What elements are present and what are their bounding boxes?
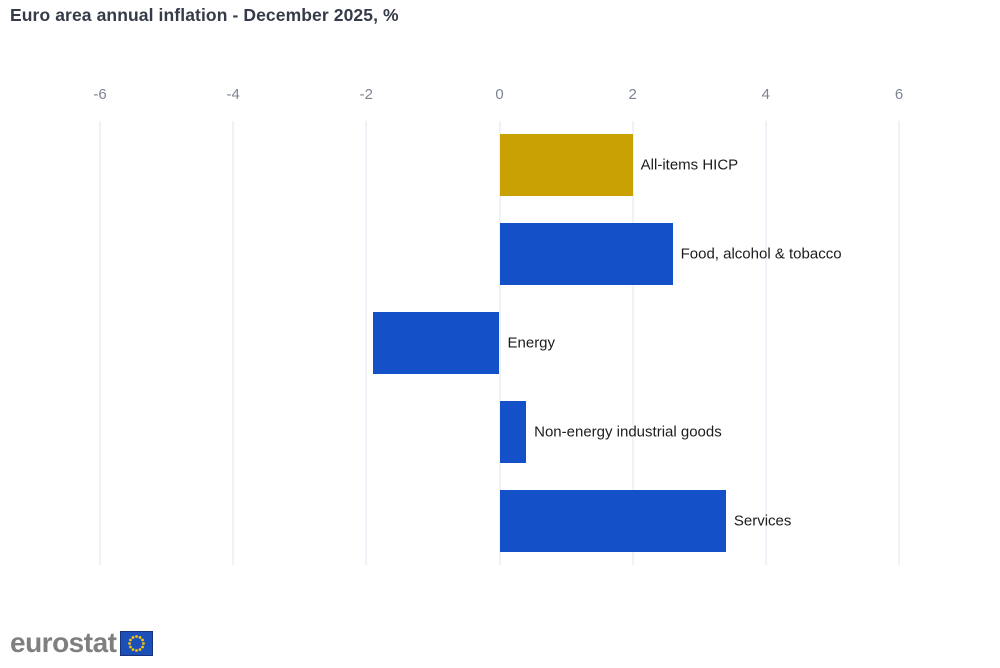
bar-row: Food, alcohol & tobacco [100,210,899,299]
gridline [499,121,500,565]
bar-food-alcohol-tobacco[interactable] [499,223,673,286]
bar-row: All-items HICP [100,121,899,210]
bar-label: All-items HICP [640,156,739,174]
bar-row: Non-energy industrial goods [100,387,899,476]
x-tick-label: 0 [495,86,504,103]
gridline [232,121,234,565]
bar-rows-container: All-items HICP Food, alcohol & tobacco Ene… [100,121,899,565]
bar-row: Energy [100,299,899,388]
x-tick-label: 2 [628,86,637,103]
eu-flag-icon [116,630,154,656]
bar-label: Non-energy industrial goods [534,423,722,441]
gridline [898,121,900,565]
bar-label: Energy [507,334,556,352]
x-tick-label: 4 [761,86,770,103]
bar-label: Services [733,512,792,530]
bar-energy[interactable] [372,311,500,374]
bar-services[interactable] [499,489,726,552]
chart-title: Euro area annual inflation - December 20… [10,5,399,25]
x-tick-label: -2 [359,86,373,103]
flag-stars [128,634,146,652]
bar-row: Services [100,476,899,565]
eurostat-logo-text: eurostat [10,627,117,658]
gridline [632,121,634,565]
gridline [765,121,767,565]
bar-all-items-hicp[interactable] [499,134,633,197]
x-tick-label: -6 [93,86,107,103]
bar-non-energy-industrial-goods[interactable] [499,400,527,463]
gridline [365,121,367,565]
x-tick-label: 6 [894,86,904,103]
x-tick-label: -4 [226,86,240,103]
gridline [99,121,101,565]
plot-area: All-items HICP Food, alcohol & tobacco Ene… [99,121,900,565]
eurostat-logo[interactable]: eurostat [10,627,154,658]
x-axis: -6 -4 -2 0 2 4 6 [93,86,903,106]
bar-label: Food, alcohol & tobacco [680,245,842,263]
